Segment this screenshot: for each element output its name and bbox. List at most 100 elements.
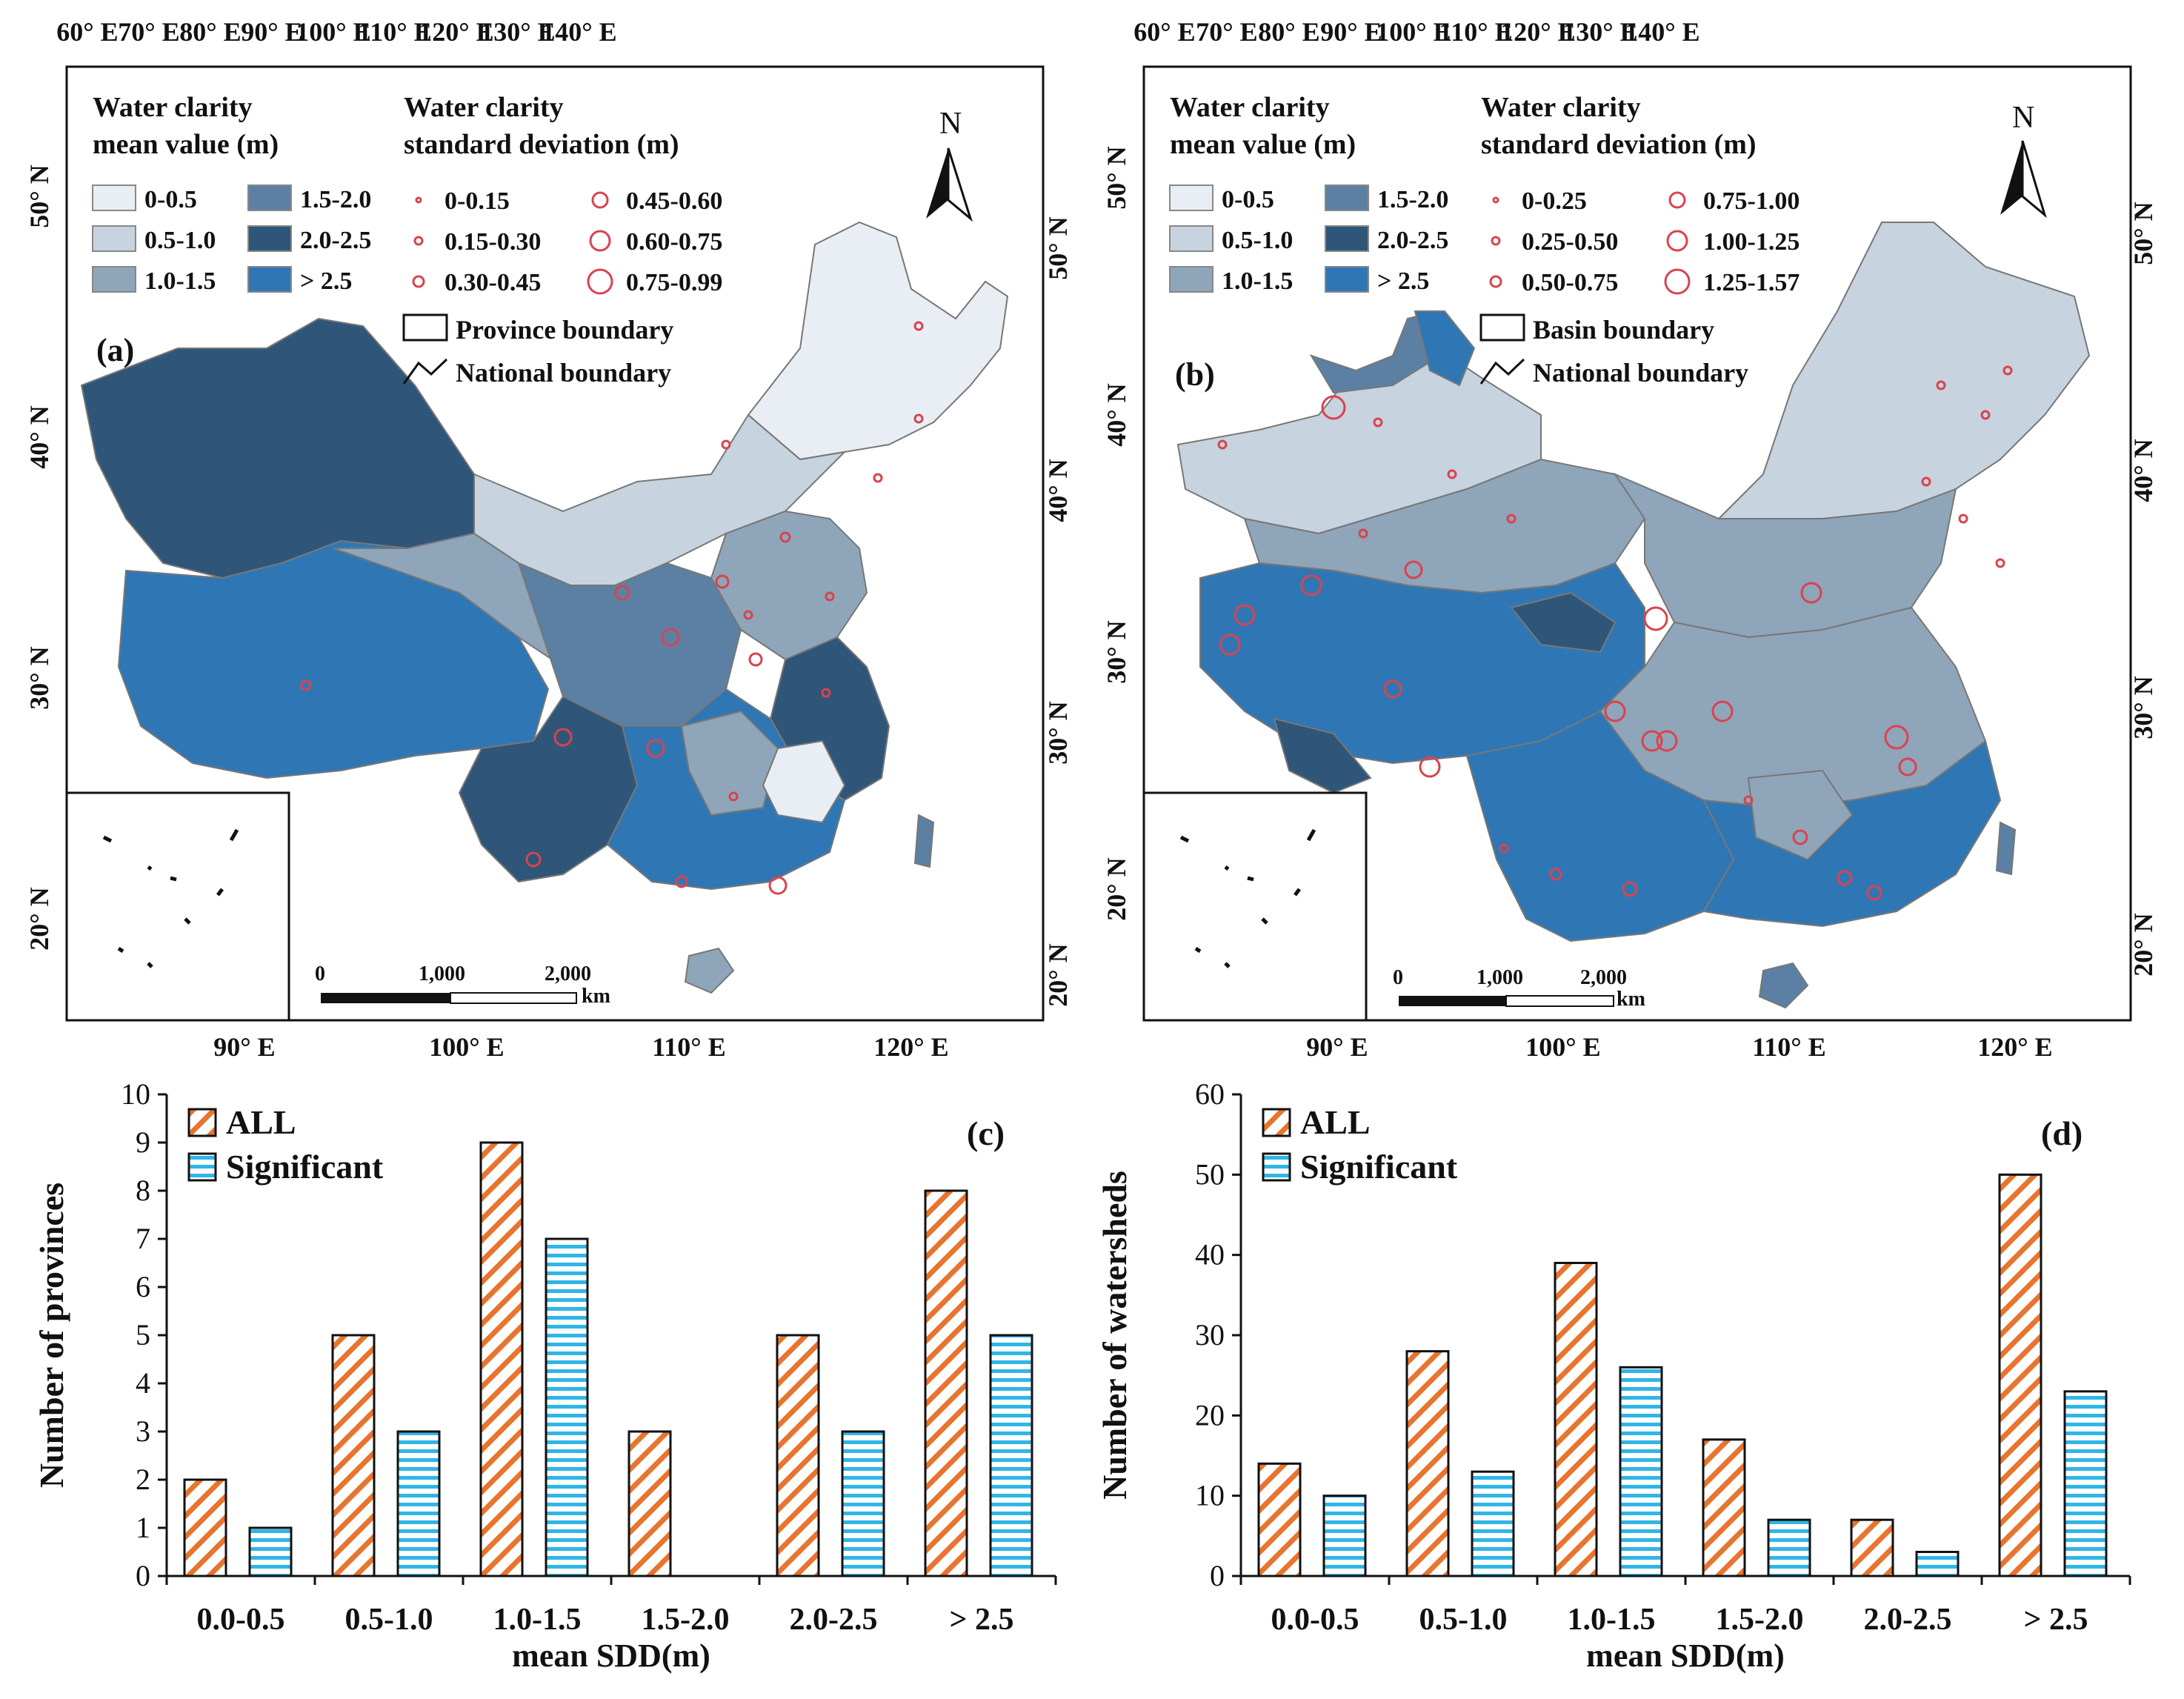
scale-label: km: [1617, 988, 1645, 1011]
x-tick-label: 1.0-1.5: [493, 1603, 582, 1637]
legend-label: Significant: [1300, 1148, 1458, 1186]
bar-all: [1850, 1518, 1894, 1577]
inset-islands: [102, 828, 239, 968]
y-tick-label: 60: [1195, 1077, 1225, 1111]
legend-label: 1.0-1.5: [144, 267, 216, 295]
legend-label: 1.5-2.0: [300, 186, 371, 213]
legend-swatch: [187, 1152, 217, 1182]
map-panel-b: (b) N 0 1,000 2,000 km Water clarity mean…: [1102, 17, 2158, 1062]
x-tick-label: 0.0-0.5: [197, 1603, 285, 1637]
basin-qaidam: [1510, 591, 1617, 654]
legend-circle: [1666, 230, 1688, 252]
axis-tick-label: 80° E: [1258, 17, 1319, 47]
x-tick-label: 1.5-2.0: [642, 1603, 730, 1637]
axis-tick-label: 90° E: [1306, 1032, 1368, 1062]
legend-label: ALL: [1300, 1103, 1371, 1141]
bar-significant: [2063, 1390, 2108, 1577]
legend-swatch: [402, 313, 448, 342]
legend-label: 0.15-0.30: [445, 228, 541, 256]
inset-frame: [65, 791, 290, 1022]
region-north-china: [710, 510, 868, 661]
inset-islands: [1179, 828, 1316, 968]
y-tick-label: 4: [136, 1366, 150, 1400]
y-axis-label: Number of watersheds: [1096, 1171, 1133, 1500]
legend-label: 0.5-1.0: [144, 227, 216, 254]
basin-hunan: [1747, 769, 1854, 861]
legend-circle: [589, 230, 611, 252]
axis-tick-label: 70° E: [1196, 17, 1257, 47]
bar-significant: [1471, 1470, 1515, 1577]
y-tick-label: 0: [1210, 1559, 1225, 1592]
legend-label: 0.45-0.60: [626, 187, 722, 215]
map-frame: [65, 65, 1045, 1022]
china-province-map: [80, 221, 1009, 994]
axis-tick-label: 40° N: [1043, 459, 1073, 522]
scale-label: 1,000: [1476, 966, 1523, 989]
map-legend: Water clarity mean value (m) 0-0.5 0.5-1.0 1…: [1169, 92, 1800, 388]
axis-tick-label: 120° E: [1500, 17, 1575, 47]
axis-tick-label: 120° E: [873, 1032, 948, 1062]
bar-all: [331, 1334, 376, 1577]
basin-plateau-west: [1273, 717, 1372, 794]
scale-label: 0: [1393, 966, 1403, 989]
legend-label: 2.0-2.5: [1377, 227, 1448, 254]
axis-tick-label: 130° E: [1562, 17, 1637, 47]
legend-swatch: [1169, 225, 1213, 252]
basin-taiwan: [1995, 821, 2017, 876]
legend-label: ALL: [226, 1103, 296, 1141]
scale-bar: 0 1,000 2,000 km: [1393, 966, 1645, 1011]
legend-title: Water clarity: [1170, 92, 1330, 123]
bar-all: [1554, 1262, 1598, 1577]
y-tick-label: 9: [136, 1126, 150, 1159]
legend-label: Basin boundary: [1533, 315, 1714, 345]
legend-title: Water clarity: [93, 92, 253, 123]
legend-label: Province boundary: [456, 315, 673, 345]
legend-title: mean value (m): [93, 129, 279, 160]
legend-title: standard deviation (m): [1481, 129, 1757, 160]
axis-tick-label: 30° N: [2128, 676, 2158, 739]
axis-tick-label: 70° E: [118, 17, 179, 47]
basin-hainan: [1758, 962, 1809, 1009]
axis-tick-label: 80° E: [179, 17, 241, 47]
y-tick-label: 30: [1195, 1318, 1225, 1351]
north-arrow: N: [926, 107, 973, 222]
legend-label: 0-0.5: [1222, 186, 1274, 213]
axis-tick-label: 110° E: [358, 17, 431, 47]
axis-tick-label: 50° N: [2128, 202, 2158, 265]
scale-label: km: [582, 985, 610, 1008]
axis-tick-label: 20° N: [1043, 943, 1073, 1006]
axis-tick-label: 120° E: [419, 17, 493, 47]
north-label: N: [2012, 101, 2034, 135]
legend-label: 0.50-0.75: [1522, 269, 1618, 296]
y-tick-label: 50: [1195, 1157, 1225, 1191]
legend-swatch: [247, 184, 292, 211]
bar-all: [776, 1334, 820, 1577]
legend-swatch: [187, 1108, 217, 1137]
region-hunan: [680, 710, 779, 817]
axis-tick-label: 100° E: [429, 1032, 504, 1062]
legend-label: 2.0-2.5: [300, 227, 371, 254]
legend-title: Water clarity: [1481, 92, 1641, 123]
legend-label: 1.0-1.5: [1222, 267, 1293, 295]
x-axis-label: mean SDD(m): [512, 1638, 710, 1674]
north-label: N: [939, 107, 962, 141]
y-tick-label: 10: [121, 1077, 150, 1111]
legend-swatch: [247, 225, 292, 252]
region-central: [517, 562, 742, 727]
legend-circle: [1492, 196, 1499, 204]
legend-swatch: [1325, 266, 1369, 293]
scale-bar: 0 1,000 2,000 km: [315, 962, 610, 1008]
china-basin-map: [1176, 222, 2091, 1009]
bar-chart-d: 0 10 20 30 40 50 60 0.0-0.5 0.5-1.0 1.0-1.5 1.5-2.…: [1096, 1077, 2131, 1674]
legend-swatch: [1262, 1108, 1291, 1137]
legend-circle: [1664, 268, 1691, 295]
bar-all: [1257, 1462, 1302, 1577]
basin-northeast: [1717, 222, 2091, 519]
region-xinjiang: [80, 317, 475, 579]
axis-tick-label: 140° E: [542, 17, 616, 47]
axis-tick-label: 110° E: [1752, 1032, 1825, 1062]
bar-significant: [1915, 1551, 1960, 1577]
bar-chart-c: 0 1 2 3 4 5 6 7 8 9 10 0.0-0.5 0.5-1.0 1.0-1.5 1.5-2.0…: [33, 1077, 1057, 1674]
